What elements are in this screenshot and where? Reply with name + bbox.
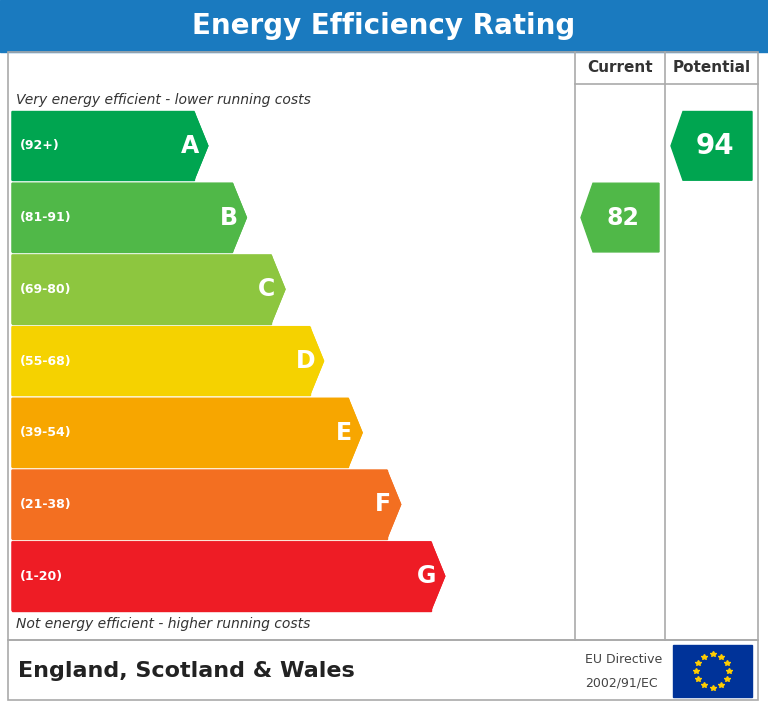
Bar: [8, 640, 758, 700]
Text: (1-20): (1-20): [20, 569, 63, 583]
Text: 94: 94: [695, 132, 733, 160]
Text: (69-80): (69-80): [20, 283, 71, 296]
Polygon shape: [310, 326, 323, 395]
Text: B: B: [220, 206, 237, 230]
Bar: [12, 112, 194, 180]
Bar: [0, 640, 768, 702]
Text: E: E: [336, 420, 353, 444]
Bar: [8, 52, 758, 640]
Text: EU Directive: EU Directive: [585, 654, 662, 666]
Text: Current: Current: [588, 60, 653, 76]
Text: Very energy efficient - lower running costs: Very energy efficient - lower running co…: [16, 93, 311, 107]
Text: Energy Efficiency Rating: Energy Efficiency Rating: [192, 12, 576, 40]
Bar: [12, 326, 310, 395]
Text: Not energy efficient - higher running costs: Not energy efficient - higher running co…: [16, 617, 310, 631]
Polygon shape: [271, 255, 285, 324]
Text: 82: 82: [607, 206, 640, 230]
Polygon shape: [194, 112, 208, 180]
Polygon shape: [12, 470, 401, 539]
Text: C: C: [258, 277, 276, 301]
Bar: [12, 255, 271, 324]
Bar: [0, 0, 768, 52]
Bar: [12, 183, 233, 252]
Polygon shape: [12, 398, 362, 467]
Polygon shape: [348, 398, 362, 467]
Text: Potential: Potential: [673, 60, 750, 76]
Bar: [12, 398, 348, 467]
Text: F: F: [375, 492, 391, 517]
Polygon shape: [12, 542, 445, 611]
Polygon shape: [671, 112, 752, 180]
Text: (39-54): (39-54): [20, 426, 71, 439]
Text: (21-38): (21-38): [20, 498, 71, 511]
Text: (92+): (92+): [20, 140, 60, 152]
Bar: [12, 542, 431, 611]
Text: (81-91): (81-91): [20, 211, 71, 224]
Text: A: A: [180, 134, 199, 158]
Polygon shape: [581, 183, 659, 252]
Text: G: G: [417, 564, 436, 588]
Polygon shape: [386, 470, 401, 539]
Polygon shape: [431, 542, 445, 611]
Text: England, Scotland & Wales: England, Scotland & Wales: [18, 661, 355, 681]
Text: D: D: [296, 349, 316, 373]
Polygon shape: [12, 255, 285, 324]
Text: (55-68): (55-68): [20, 355, 71, 368]
Polygon shape: [12, 326, 323, 395]
Text: 2002/91/EC: 2002/91/EC: [585, 677, 657, 690]
Bar: [12, 470, 386, 539]
Polygon shape: [12, 183, 247, 252]
Polygon shape: [233, 183, 247, 252]
Polygon shape: [12, 112, 208, 180]
Bar: [673, 645, 752, 697]
